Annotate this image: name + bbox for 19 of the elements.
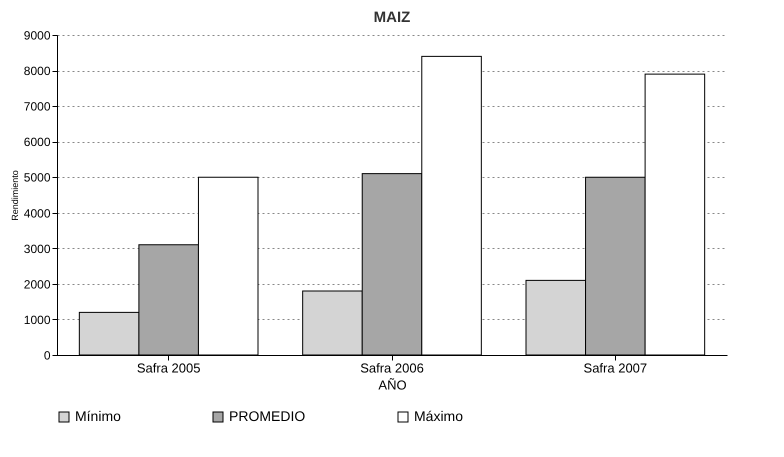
y-tick-label: 5000 [24,170,51,185]
y-axis-title: Rendimiento [10,170,20,221]
x-tick-label: Safra 2007 [584,360,648,376]
y-tick-label: 2000 [24,277,51,292]
x-axis-title: AÑO [378,378,407,392]
chart-title: MAIZ [374,9,410,26]
legend-label: PROMEDIO [229,408,306,424]
y-tick-label: 9000 [24,28,51,42]
y-tick-label: 7000 [24,100,51,114]
x-tick-label: Safra 2006 [360,360,424,376]
y-tick-label: 4000 [24,206,51,220]
legend-label: Máximo [414,408,464,424]
y-tick-label: 8000 [24,64,51,78]
legend-label: Mínimo [75,408,122,424]
y-tick-label: 0 [44,348,51,362]
y-tick-label: 3000 [24,242,51,256]
y-tick-label: 6000 [24,135,51,150]
x-tick-label: Safra 2005 [136,360,200,376]
y-tick-label: 1000 [24,312,51,327]
